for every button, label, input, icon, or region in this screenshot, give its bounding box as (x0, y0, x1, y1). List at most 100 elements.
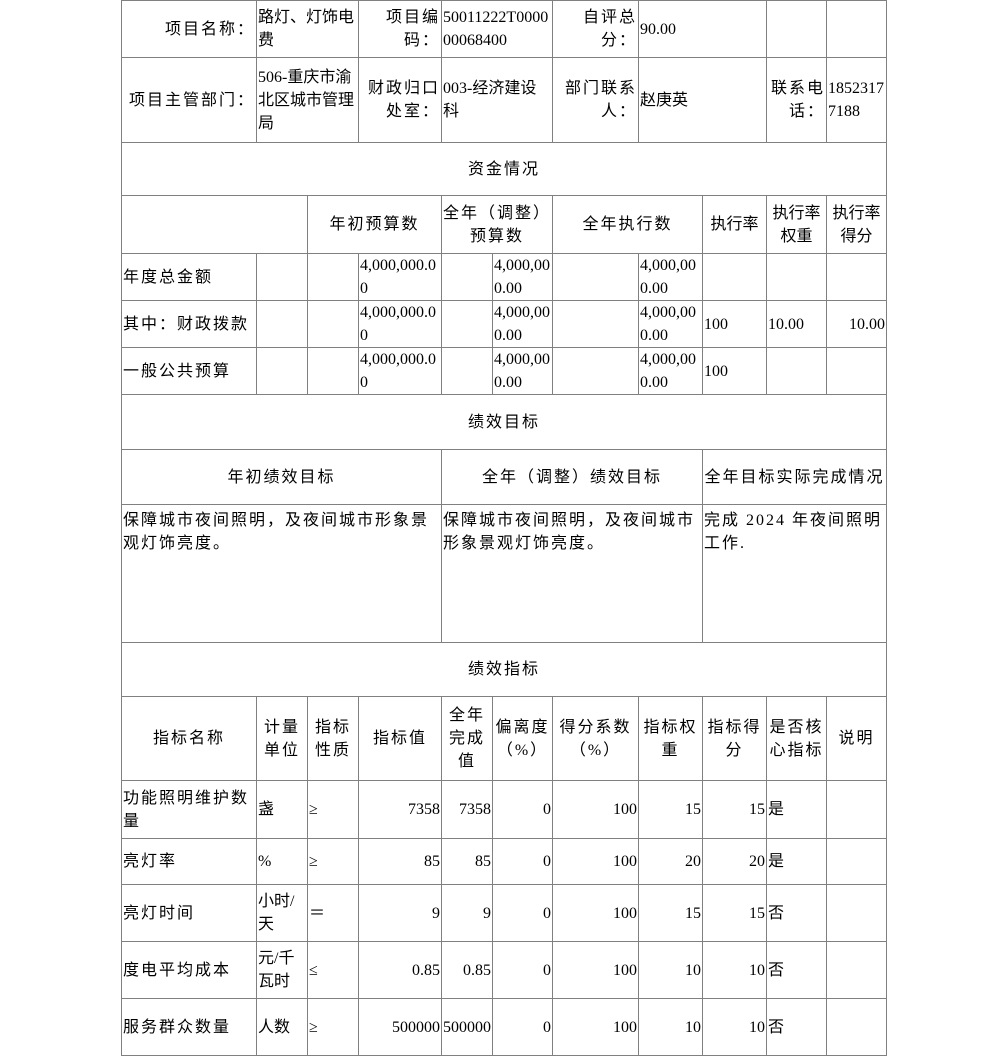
indicator-weight: 15 (638, 780, 704, 839)
rate-score-value (826, 253, 888, 301)
indicator-weight: 15 (638, 884, 704, 942)
initial-goal-text: 保障城市夜间照明，及夜间城市形象景观灯饰亮度。 (120, 504, 443, 643)
phone-value: 18523177188 (826, 57, 888, 143)
funds-row: 年度总金额 4,000,000.00 4,000,000.00 4,000,000.0… (121, 253, 888, 301)
indicator-name: 功能照明维护数量 (121, 780, 257, 839)
finance-label: 财政归口处室： (358, 57, 443, 143)
empty-cell (552, 347, 640, 395)
indicator-unit: 元/千瓦时 (256, 941, 308, 999)
indicator-row: 功能照明维护数量盏 ≥7358 7358 0 100 15 15 是 (121, 780, 888, 839)
indicator-note (826, 780, 888, 839)
adjusted-goal-text: 保障城市夜间照明，及夜间城市形象景观灯饰亮度。 (441, 504, 704, 643)
goals-title-row: 绩效目标 (120, 394, 888, 450)
header-deviation: 偏离度（%） (492, 696, 554, 781)
indicator-core: 是 (766, 780, 828, 839)
indicator-core: 是 (766, 838, 828, 885)
adjusted-budget-value: 4,000,000.00 (492, 300, 554, 348)
empty-cell (552, 300, 640, 348)
indicators-header-row: 指标名称 计量单位 指标性质 指标值 全年完成值 偏离度（%） 得分系数（%） 指标权重 指标得… (121, 696, 888, 781)
indicator-deviation: 0 (492, 884, 554, 942)
funds-section-title: 资金情况 (120, 142, 888, 196)
indicator-coefficient: 100 (552, 780, 640, 839)
rate-weight-value: 10.00 (766, 300, 828, 348)
initial-budget-value: 4,000,000.00 (358, 253, 443, 301)
header-rate-score: 执行率得分 (826, 195, 888, 254)
indicator-deviation: 0 (492, 780, 554, 839)
finance-value: 003-经济建设科 (441, 57, 554, 143)
header-score: 指标得分 (702, 696, 768, 781)
header-rate-weight: 执行率权重 (766, 195, 828, 254)
header-execution-rate: 执行率 (702, 195, 768, 254)
indicator-unit: % (256, 838, 308, 885)
empty-cell (552, 253, 640, 301)
fund-label: 年度总金额 (121, 253, 257, 301)
rate-weight-value (766, 253, 828, 301)
header-executed: 全年执行数 (552, 195, 704, 254)
goals-content-row: 保障城市夜间照明，及夜间城市形象景观灯饰亮度。 保障城市夜间照明，及夜间城市形象景… (120, 504, 888, 643)
dept-label: 项目主管部门： (121, 57, 257, 143)
actual-completion-text: 完成 2024 年夜间照明工作. (702, 504, 888, 643)
indicator-unit: 人数 (256, 998, 308, 1056)
indicator-value: 9 (358, 884, 443, 942)
indicator-unit: 盏 (256, 780, 308, 839)
header-value: 指标值 (358, 696, 443, 781)
indicator-core: 否 (766, 941, 828, 999)
indicator-value: 85 (358, 838, 443, 885)
indicator-weight: 20 (638, 838, 704, 885)
indicator-value: 0.85 (358, 941, 443, 999)
header-coefficient: 得分系数（%） (552, 696, 640, 781)
header-nature: 指标性质 (306, 696, 360, 781)
project-info-row: 项目名称： 路灯、灯饰电费 项目编码： 50011222T000000068400 自评… (121, 0, 888, 58)
execution-rate-value: 100 (702, 347, 768, 395)
empty-cell (441, 347, 494, 395)
goals-section-title: 绩效目标 (120, 394, 888, 450)
fund-label: 一般公共预算 (121, 347, 257, 395)
header-unit: 计量单位 (256, 696, 308, 781)
executed-value: 4,000,000.00 (638, 300, 704, 348)
empty-cell (306, 300, 360, 348)
empty-cell (256, 347, 308, 395)
department-row: 项目主管部门： 506-重庆市渝北区城市管理局 财政归口处室： 003-经济建设科 部门… (121, 57, 888, 143)
initial-budget-value: 4,000,000.00 (358, 300, 443, 348)
indicator-weight: 10 (638, 941, 704, 999)
indicator-note (826, 884, 888, 942)
indicator-score: 20 (702, 838, 768, 885)
indicator-name: 亮灯率 (121, 838, 257, 885)
indicator-weight: 10 (638, 998, 704, 1056)
performance-self-evaluation-table: 项目名称： 路灯、灯饰电费 项目编码： 50011222T000000068400 自评… (120, 0, 888, 1056)
header-initial-budget: 年初预算数 (306, 195, 443, 254)
indicator-completed: 85 (441, 838, 494, 885)
header-initial-goal: 年初绩效目标 (120, 449, 443, 505)
indicator-completed: 500000 (441, 998, 494, 1056)
indicator-completed: 7358 (441, 780, 494, 839)
indicator-nature: ≥ (306, 780, 360, 839)
funds-row: 其中：财政拨款 4,000,000.00 4,000,000.00 4,000,000… (121, 300, 888, 348)
project-name-label: 项目名称： (121, 0, 257, 58)
indicator-unit: 小时/天 (256, 884, 308, 942)
indicator-nature: ＝ (306, 884, 360, 942)
indicator-score: 15 (702, 884, 768, 942)
indicator-coefficient: 100 (552, 838, 640, 885)
dept-value: 506-重庆市渝北区城市管理局 (255, 57, 360, 143)
indicator-coefficient: 100 (552, 998, 640, 1056)
indicator-nature: ≥ (306, 838, 360, 885)
header-completed: 全年完成值 (441, 696, 494, 781)
empty-cell (306, 253, 360, 301)
indicator-deviation: 0 (492, 941, 554, 999)
indicator-core: 否 (766, 884, 828, 942)
indicator-note (826, 941, 888, 999)
header-note: 说明 (826, 696, 888, 781)
goals-header-row: 年初绩效目标 全年（调整）绩效目标 全年目标实际完成情况 (120, 449, 888, 505)
indicator-row: 亮灯时间 小时/天＝ 9 9 0 100 15 15 否 (121, 884, 888, 942)
fund-label: 其中：财政拨款 (121, 300, 257, 348)
indicator-row: 度电平均成本 元/千瓦时 ≤0.85 0.85 0 100 10 10 否 (121, 941, 888, 999)
header-adjusted-budget: 全年（调整）预算数 (441, 195, 554, 254)
adjusted-budget-value: 4,000,000.00 (492, 347, 554, 395)
indicator-coefficient: 100 (552, 884, 640, 942)
empty-cell (256, 253, 308, 301)
executed-value: 4,000,000.00 (638, 253, 704, 301)
indicator-name: 服务群众数量 (121, 998, 257, 1056)
phone-label: 联系电话： (766, 57, 828, 143)
empty-cell (441, 300, 494, 348)
header-weight: 指标权重 (638, 696, 704, 781)
